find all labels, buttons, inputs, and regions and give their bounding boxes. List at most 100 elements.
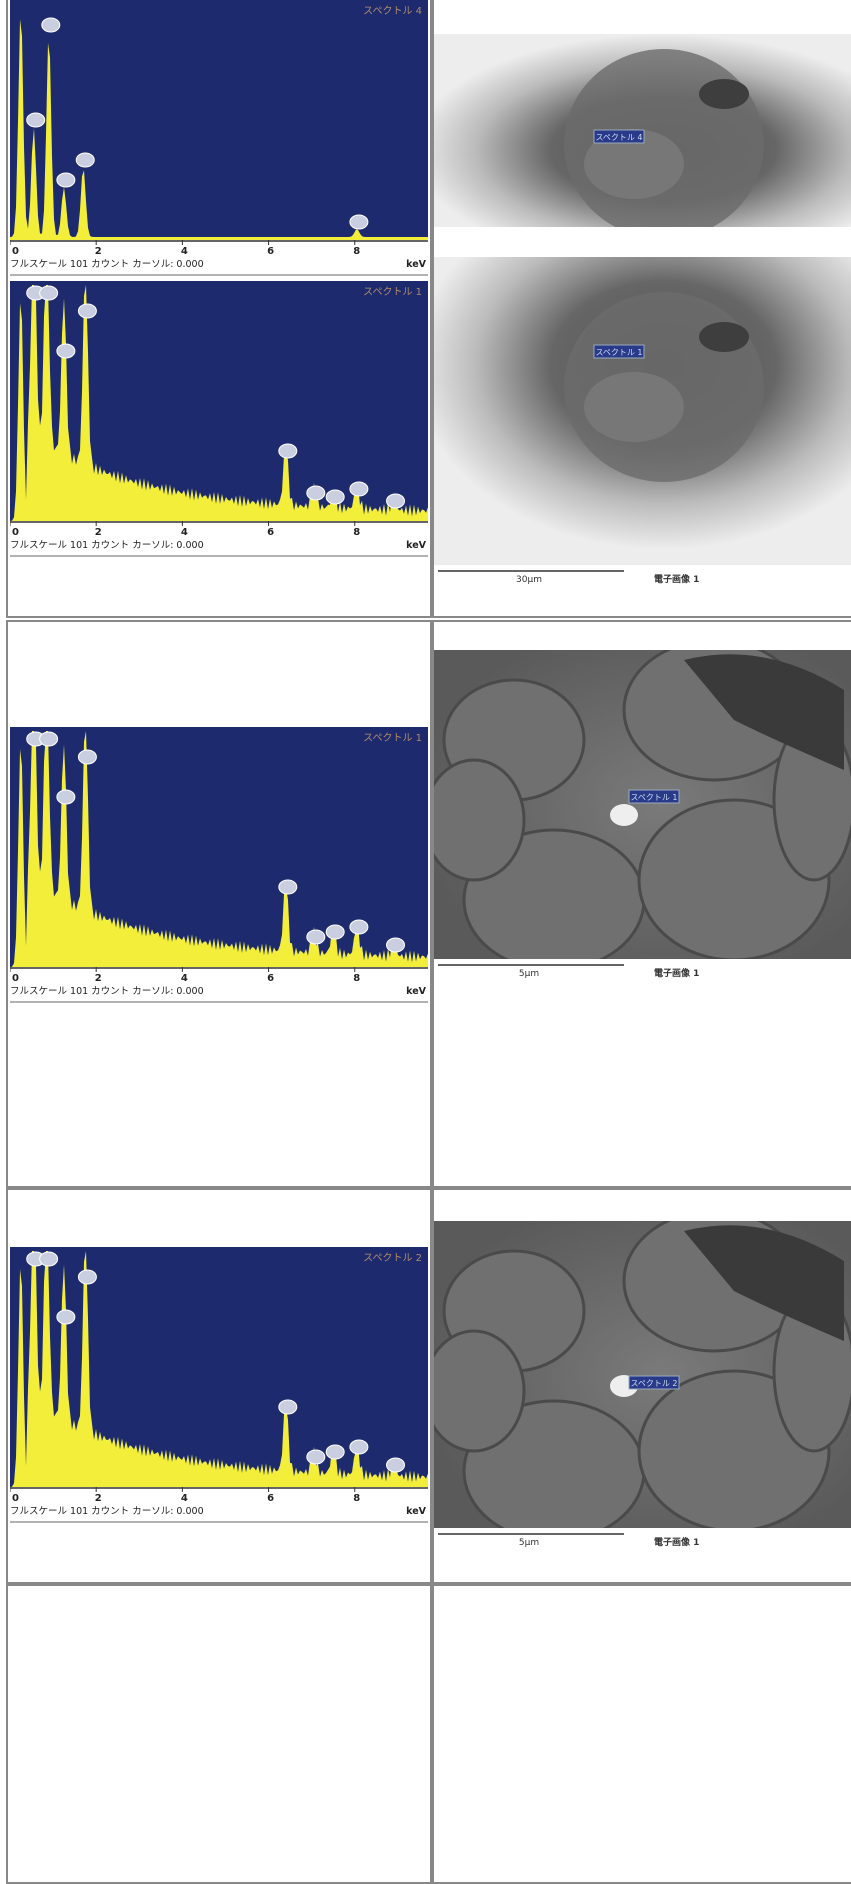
tick-label: 4 bbox=[181, 246, 188, 257]
tick-label: 0 bbox=[12, 246, 19, 257]
scale-label: 30μm bbox=[516, 575, 542, 585]
peak-marker bbox=[325, 489, 345, 505]
peak-marker bbox=[386, 1457, 406, 1473]
table-cell bbox=[432, 620, 851, 1188]
table-cell bbox=[432, 1584, 851, 1884]
spectrum-footer: フルスケール 101 カウント カーソル: 0.000 bbox=[10, 540, 204, 551]
tick-label: 0 bbox=[12, 527, 19, 538]
peak-marker bbox=[56, 172, 76, 188]
peak-marker bbox=[349, 919, 369, 935]
image-caption: 電子画像 1 bbox=[654, 967, 699, 979]
tick-label: 4 bbox=[181, 973, 188, 984]
plot-background bbox=[10, 0, 428, 240]
image-caption: 電子画像 1 bbox=[654, 1536, 699, 1548]
tick-label: 0 bbox=[12, 1493, 19, 1504]
eds-spectrum: スペクトル 1 0 2 4 6 8 フルスケール 101 カウント カーソル: 0.000 k… bbox=[10, 281, 428, 557]
tick-label: 2 bbox=[95, 973, 102, 984]
dark-region bbox=[684, 1225, 844, 1341]
scale-label: 5μm bbox=[519, 969, 539, 979]
image-caption: 電子画像 1 bbox=[654, 573, 699, 585]
spectrum-fill bbox=[10, 19, 428, 240]
spectrum-marker-box bbox=[628, 789, 680, 804]
spectrum-footer: フルスケール 101 カウント カーソル: 0.000 bbox=[10, 259, 204, 270]
spectrum-footer: フルスケール 101 カウント カーソル: 0.000 bbox=[10, 1506, 204, 1517]
peak-marker bbox=[278, 879, 298, 895]
table-cell bbox=[6, 1584, 432, 1884]
peak-marker bbox=[26, 112, 46, 128]
tick-label: 6 bbox=[267, 1493, 274, 1504]
spectrum-title: スペクトル 4 bbox=[363, 5, 422, 17]
table-cell bbox=[6, 620, 432, 1188]
peak-marker bbox=[306, 929, 326, 945]
spectrum-fill bbox=[10, 731, 428, 967]
tick-label: 8 bbox=[353, 246, 360, 257]
sem-image: スペクトル 1 5μm 電子画像 1 bbox=[434, 650, 851, 981]
spectrum-marker-box bbox=[628, 1375, 680, 1390]
eds-spectrum: スペクトル 4 0 2 4 6 8 フルスケール 101 カウント カーソル: 0.000 k… bbox=[10, 0, 428, 276]
sem-image: スペクトル 4 bbox=[434, 34, 851, 227]
table-cell bbox=[6, 1188, 432, 1584]
peak-marker bbox=[325, 924, 345, 940]
table-cell bbox=[6, 0, 432, 618]
peak-marker bbox=[386, 937, 406, 953]
peak-marker bbox=[278, 1399, 298, 1415]
spectrum-fill bbox=[10, 1251, 428, 1487]
tick-label: 2 bbox=[95, 527, 102, 538]
bright-spot bbox=[610, 804, 638, 826]
tick-label: 0 bbox=[12, 973, 19, 984]
spectrum-title: スペクトル 1 bbox=[363, 732, 422, 744]
peak-marker bbox=[77, 1269, 97, 1285]
tick-label: 4 bbox=[181, 1493, 188, 1504]
tick-label: 8 bbox=[353, 527, 360, 538]
peak-marker bbox=[39, 731, 59, 747]
tick-label: 2 bbox=[95, 1493, 102, 1504]
particle-shade bbox=[584, 129, 684, 199]
peak-marker bbox=[77, 303, 97, 319]
particle-shade bbox=[584, 372, 684, 442]
spectrum-marker-label: スペクトル 4 bbox=[595, 133, 642, 142]
spectrum-marker-label: スペクトル 1 bbox=[595, 348, 642, 357]
tick-label: 2 bbox=[95, 246, 102, 257]
spectrum-fill bbox=[10, 285, 428, 521]
peak-marker bbox=[278, 443, 298, 459]
particle-shade bbox=[699, 322, 749, 352]
peak-marker bbox=[56, 789, 76, 805]
sem-image: スペクトル 1 30μm 電子画像 1 bbox=[434, 257, 851, 587]
eds-spectrum: スペクトル 2 0 2 4 6 8 フルスケール 101 カウント カーソル: 0.000 k… bbox=[10, 1247, 428, 1523]
axis-unit: keV bbox=[406, 1506, 427, 1517]
tick-label: 6 bbox=[267, 527, 274, 538]
spectrum-title: スペクトル 1 bbox=[363, 286, 422, 298]
caption-strip bbox=[434, 565, 851, 587]
peak-marker bbox=[306, 485, 326, 501]
peak-marker bbox=[39, 285, 59, 301]
spectrum-marker-box bbox=[593, 344, 645, 359]
axis-unit: keV bbox=[406, 540, 427, 551]
tick-label: 4 bbox=[181, 527, 188, 538]
spectrum-marker-label: スペクトル 1 bbox=[630, 793, 677, 802]
tick-label: 8 bbox=[353, 973, 360, 984]
spectrum-title: スペクトル 2 bbox=[363, 1252, 422, 1264]
tick-label: 8 bbox=[353, 1493, 360, 1504]
tick-label: 6 bbox=[267, 973, 274, 984]
particle-shade bbox=[699, 79, 749, 109]
peak-marker bbox=[77, 749, 97, 765]
spectrum-marker-box bbox=[593, 129, 645, 144]
table-cell bbox=[432, 0, 851, 618]
axis-unit: keV bbox=[406, 259, 427, 270]
peak-marker bbox=[39, 1251, 59, 1267]
dark-region bbox=[684, 654, 844, 770]
peak-marker bbox=[325, 1444, 345, 1460]
peak-marker bbox=[306, 1449, 326, 1465]
spectrum-marker-label: スペクトル 2 bbox=[630, 1379, 677, 1388]
tick-label: 6 bbox=[267, 246, 274, 257]
grain bbox=[434, 758, 526, 882]
peak-marker bbox=[41, 17, 61, 33]
spectrum-footer: フルスケール 101 カウント カーソル: 0.000 bbox=[10, 986, 204, 997]
peak-marker bbox=[349, 214, 369, 230]
eds-spectrum: スペクトル 1 0 2 4 6 8 フルスケール 101 カウント カーソル: 0.000 k… bbox=[10, 727, 428, 1003]
scale-label: 5μm bbox=[519, 1538, 539, 1548]
peak-marker bbox=[349, 1439, 369, 1455]
caption-strip bbox=[434, 1528, 851, 1550]
peak-marker bbox=[386, 493, 406, 509]
